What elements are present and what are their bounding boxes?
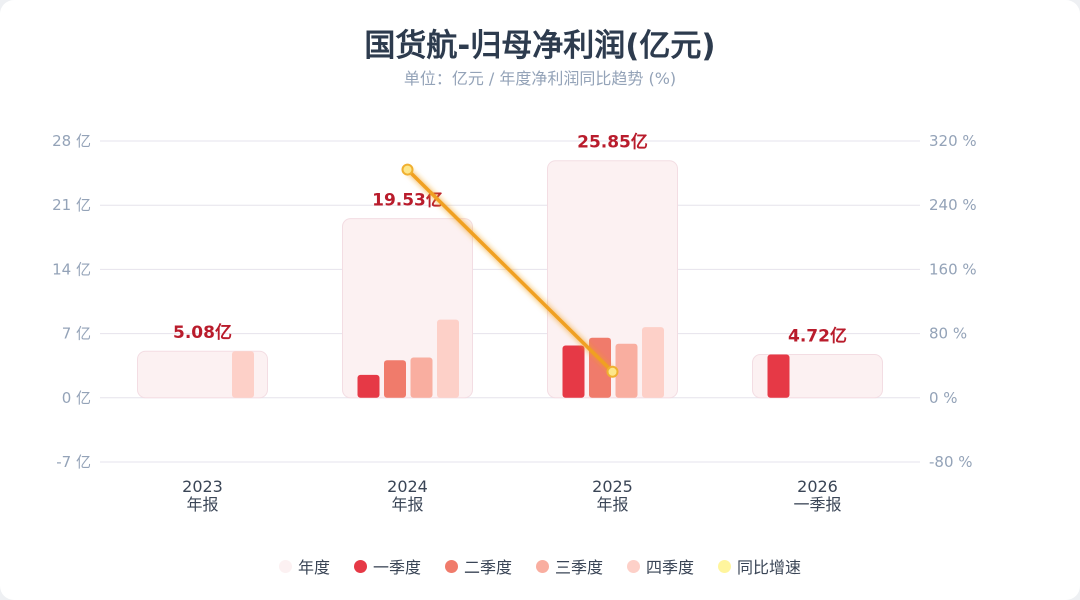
x-tick-label-type: 年报 — [186, 495, 218, 514]
x-tick-label-type: 年报 — [596, 495, 628, 514]
legend-item[interactable]: 年度 — [278, 554, 330, 578]
legend-dot-icon — [627, 559, 641, 573]
y-left-tick-label: -7 亿 — [56, 453, 91, 471]
annual-data-label: 25.85亿 — [577, 132, 648, 153]
y-right-tick-label: 80 % — [929, 325, 967, 343]
legend-label: 二季度 — [463, 558, 512, 577]
yoy-line — [406, 168, 614, 374]
y-right-tick-label: 320 % — [929, 132, 977, 150]
legend-item[interactable]: 二季度 — [444, 554, 512, 578]
y-left-tick-label: 28 亿 — [52, 132, 91, 150]
quarter-bar-q4 — [642, 327, 664, 398]
quarter-bar-q3 — [410, 357, 433, 398]
quarter-bar-q1 — [357, 374, 380, 398]
x-tick-label-type: 年报 — [391, 495, 423, 514]
y-left-tick-label: 21 亿 — [52, 196, 91, 214]
quarter-bar-q3 — [615, 343, 638, 398]
x-tick-label-year: 2023 — [182, 477, 223, 496]
yoy-point — [606, 365, 619, 378]
yoy-point — [401, 163, 414, 176]
legend-item[interactable]: 四季度 — [627, 554, 694, 578]
legend-dot-icon — [444, 559, 458, 573]
legend-dot-icon — [536, 559, 549, 573]
legend-item[interactable]: 三季度 — [536, 554, 603, 578]
y-left-tick-label: 0 亿 — [62, 389, 91, 407]
quarter-bar-q1 — [767, 354, 790, 398]
legend-item[interactable]: 同比增速 — [718, 554, 801, 578]
annual-data-label: 19.53亿 — [372, 190, 443, 211]
annual-data-label: 5.08亿 — [173, 322, 232, 343]
legend-dot-icon — [353, 559, 367, 573]
legend-label: 三季度 — [555, 558, 604, 577]
chart-subtitle: 单位：亿元 / 年度净利润同比趋势 (%) — [403, 69, 677, 88]
chart-title: 国货航-归母净利润(亿元) — [364, 28, 716, 64]
y-right-tick-label: 0 % — [929, 389, 958, 407]
legend-label: 四季度 — [646, 558, 695, 577]
legend-label: 一季度 — [372, 558, 421, 577]
x-tick-label-year: 2026 — [797, 477, 838, 496]
quarter-bar-q4 — [437, 319, 459, 398]
legend-dot-icon — [278, 559, 292, 573]
x-tick-label-year: 2025 — [592, 477, 633, 496]
legend-label: 同比增速 — [737, 558, 802, 577]
quarter-bar-q2 — [384, 360, 406, 398]
legend-item[interactable]: 一季度 — [353, 554, 421, 578]
y-right-tick-label: 160 % — [929, 260, 977, 278]
y-right-tick-label: -80 % — [929, 453, 973, 471]
y-left-tick-label: 7 亿 — [62, 325, 91, 343]
quarter-bar-q4 — [232, 351, 254, 398]
legend-label: 年度 — [297, 558, 330, 577]
x-tick-label-type: 一季报 — [793, 495, 841, 514]
quarter-bar-q1 — [562, 345, 585, 398]
y-left-tick-label: 14 亿 — [52, 260, 91, 278]
y-right-tick-label: 240 % — [929, 196, 977, 214]
x-tick-label-year: 2024 — [387, 477, 428, 496]
annual-data-label: 4.72亿 — [788, 326, 847, 347]
legend-dot-icon — [718, 559, 732, 573]
chart-legend: 年度 一季度 二季度 三季度 四季度 同比增速 — [0, 554, 1080, 578]
